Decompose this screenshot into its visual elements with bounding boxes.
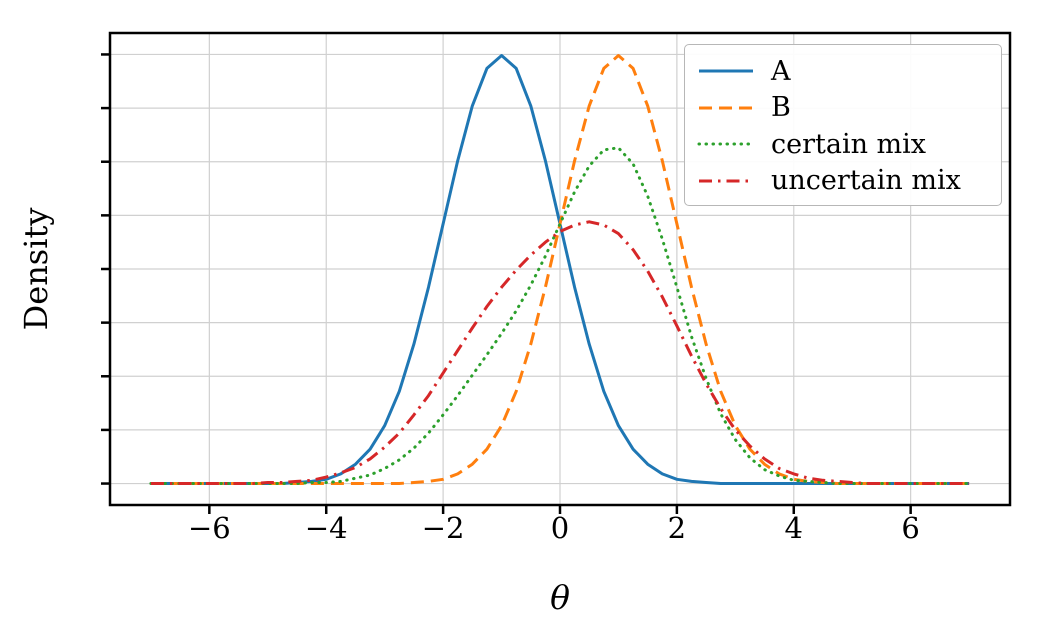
legend-label: B: [771, 92, 791, 124]
x-tick-label: −4: [304, 511, 348, 545]
legend-label: A: [771, 55, 791, 87]
x-tick-label: −6: [187, 511, 231, 545]
x-tick-label: 2: [667, 511, 687, 545]
legend-entry-b: B: [697, 90, 991, 126]
x-tick-label: 4: [784, 511, 803, 545]
legend-entry-a: A: [697, 53, 991, 89]
legend-label: certain mix: [771, 128, 927, 160]
x-tick-label: 0: [550, 511, 570, 545]
curve-certain-mix: [149, 146, 971, 485]
legend: A B certain mix uncertain mix: [684, 44, 1002, 206]
legend-line-sample-uncertain-mix: [699, 179, 753, 183]
curves: [149, 54, 971, 485]
legend-line-sample-a: [699, 69, 753, 73]
x-axis-label: θ: [550, 578, 570, 617]
legend-line-sample-b: [699, 106, 753, 110]
legend-entry-uncertain-mix: uncertain mix: [697, 163, 991, 199]
legend-label: uncertain mix: [771, 165, 961, 197]
x-tick-label: 6: [901, 511, 920, 545]
curve-uncertain-mix: [150, 220, 970, 485]
y-axis-label: Density: [17, 207, 55, 331]
tick-marks: [101, 53, 912, 514]
legend-entry-certain-mix: certain mix: [697, 126, 991, 162]
legend-line-sample-certain-mix: [697, 142, 755, 146]
x-tick-label: −2: [421, 511, 465, 545]
